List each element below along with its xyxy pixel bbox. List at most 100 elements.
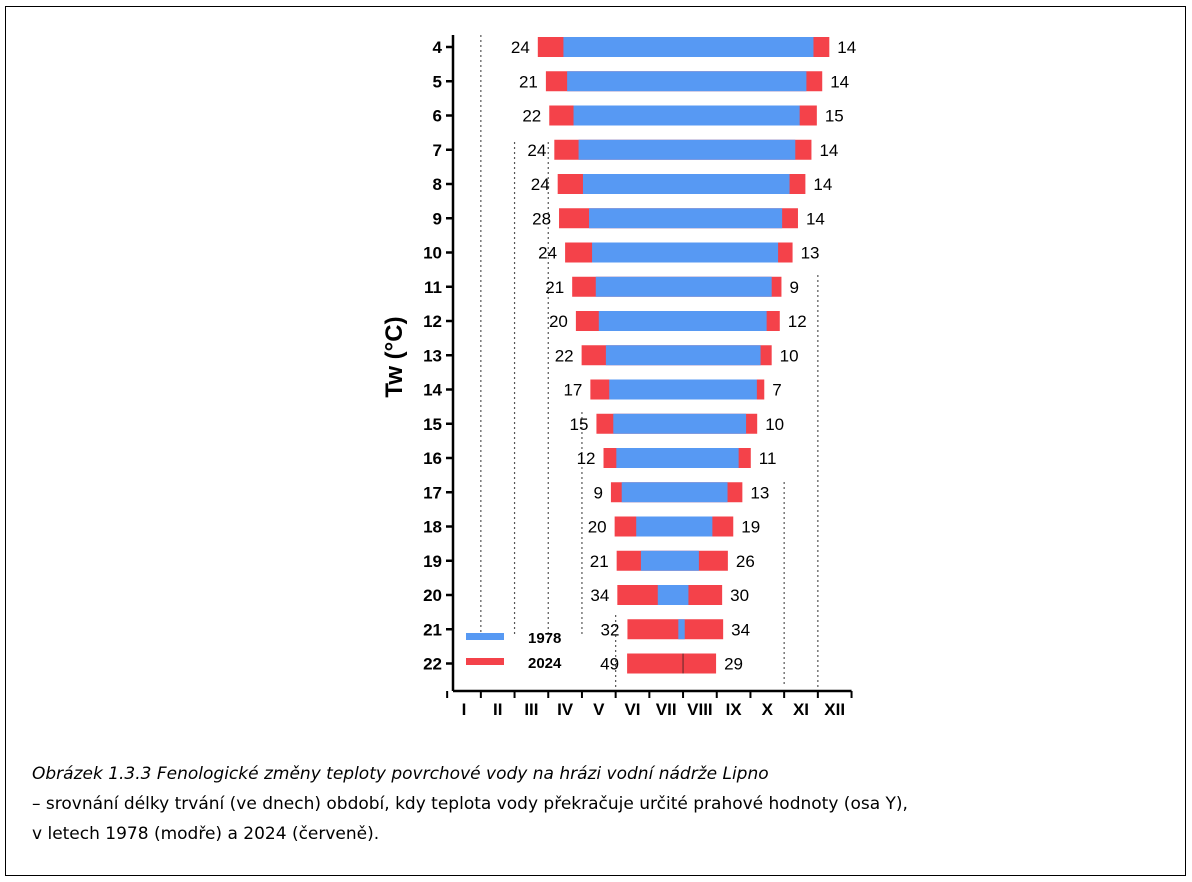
x-tick-label-VI: VI [624, 700, 640, 719]
y-tick-label-19: 19 [423, 552, 442, 571]
y-tick-label-15: 15 [423, 415, 442, 434]
legend-swatch-1978 [466, 633, 504, 640]
bar-1978-9 [589, 208, 783, 229]
label-before-5: 21 [519, 72, 538, 91]
y-tick-label-13: 13 [423, 346, 442, 365]
bar-1978-7 [578, 139, 796, 160]
x-axis: I II III IV V VI VII VIII IX X XI XII [446, 689, 853, 719]
bar-1978-4 [563, 37, 814, 57]
legend-label-2024: 2024 [528, 655, 562, 672]
y-tick-label-9: 9 [433, 209, 442, 228]
label-before-20: 34 [590, 586, 609, 605]
bar-1978-14 [609, 379, 757, 400]
x-tick-label-XII: XII [824, 700, 845, 719]
x-tick-label-XI: XI [793, 700, 809, 719]
label-after-18: 19 [741, 518, 760, 537]
bar-1978-8 [582, 174, 790, 194]
bar-1978-17 [621, 482, 728, 503]
bar-1978-16 [616, 448, 739, 468]
label-before-12: 20 [549, 312, 568, 331]
label-before-19: 21 [590, 552, 609, 571]
label-after-20: 30 [730, 586, 749, 605]
label-before-15: 15 [570, 415, 589, 434]
bar-1978-5 [567, 71, 807, 92]
label-after-6: 15 [825, 107, 844, 126]
label-after-19: 26 [736, 552, 755, 571]
y-tick-label-21: 21 [423, 620, 442, 639]
label-before-18: 20 [588, 518, 607, 537]
bar-1978-19 [640, 550, 699, 571]
x-tick-label-V: V [593, 700, 605, 719]
label-after-12: 12 [788, 312, 807, 331]
y-axis: 4 5 6 7 8 9 10 11 12 13 14 15 16 17 18 19 20 21 22 [423, 35, 455, 691]
label-after-22: 29 [724, 655, 743, 674]
caption-line-2: v letech 1978 (modře) a 2024 (červeně). [32, 824, 380, 844]
bar-1978-6 [573, 105, 800, 126]
label-before-14: 17 [563, 381, 582, 400]
month-grid [480, 35, 819, 687]
x-tick-label-X: X [762, 700, 774, 719]
y-tick-label-6: 6 [433, 107, 442, 126]
bar-1978-18 [636, 516, 713, 537]
label-after-4: 14 [837, 38, 856, 57]
y-tick-label-17: 17 [423, 483, 442, 502]
y-tick-label-5: 5 [433, 72, 442, 91]
label-before-11: 21 [545, 278, 564, 297]
bar-1978-21 [678, 619, 685, 640]
label-before-10: 24 [538, 244, 557, 263]
day-labels: 24 14 21 14 22 15 24 14 24 14 28 14 24 13 21 9 20 12 22 10 1… [511, 38, 856, 674]
y-tick-label-12: 12 [423, 312, 442, 331]
label-before-22: 49 [600, 655, 619, 674]
label-before-13: 22 [555, 346, 574, 365]
label-before-6: 22 [522, 107, 541, 126]
y-tick-label-7: 7 [433, 141, 442, 160]
x-tick-label-III: III [524, 700, 538, 719]
label-before-17: 9 [593, 483, 602, 502]
label-after-13: 10 [780, 346, 799, 365]
label-after-8: 14 [813, 175, 832, 194]
x-tick-label-IX: IX [726, 700, 743, 719]
label-before-16: 12 [577, 449, 596, 468]
label-before-9: 28 [532, 209, 551, 228]
label-after-7: 14 [819, 141, 838, 160]
bar-1978-15 [613, 413, 747, 434]
figure-frame: 24 14 21 14 22 15 24 14 24 14 28 14 24 13 21 9 20 12 22 10 1… [5, 6, 1186, 876]
x-tick-label-IV: IV [557, 700, 574, 719]
caption-line-1: – srovnání délky trvání (ve dnech) obdob… [32, 794, 908, 814]
legend-label-1978: 1978 [528, 630, 561, 647]
y-axis-title: Tw (°C) [381, 316, 408, 397]
caption-title: Obrázek 1.3.3 Fenologické změny teploty … [32, 764, 769, 784]
bar-1978-13 [605, 345, 761, 366]
legend-swatch-2024 [466, 658, 504, 665]
y-tick-label-18: 18 [423, 518, 442, 537]
label-after-9: 14 [806, 209, 825, 228]
y-tick-label-10: 10 [423, 244, 442, 263]
label-after-16: 11 [759, 449, 777, 468]
y-tick-label-22: 22 [423, 655, 442, 674]
x-tick-label-VIII: VIII [687, 700, 713, 719]
bar-1978-12 [598, 311, 767, 331]
label-after-15: 10 [765, 415, 784, 434]
chart: 24 14 21 14 22 15 24 14 24 14 28 14 24 13 21 9 20 12 22 10 1… [381, 35, 856, 719]
y-tick-label-11: 11 [424, 278, 442, 297]
label-after-10: 13 [801, 244, 820, 263]
label-before-8: 24 [531, 175, 550, 194]
label-after-21: 34 [731, 620, 750, 639]
label-before-7: 24 [527, 141, 546, 160]
y-tick-label-14: 14 [423, 381, 442, 400]
bars [537, 37, 830, 674]
figure-caption: Obrázek 1.3.3 Fenologické změny teploty … [32, 759, 1162, 849]
legend: 1978 2024 [466, 630, 562, 672]
y-tick-label-8: 8 [433, 175, 442, 194]
label-after-5: 14 [830, 72, 849, 91]
bar-1978-11 [595, 276, 772, 297]
label-after-11: 9 [789, 278, 798, 297]
x-tick-label-I: I [462, 700, 467, 719]
bar-2024-22 [627, 653, 717, 674]
x-tick-label-VII: VII [656, 700, 677, 719]
label-after-14: 7 [772, 381, 781, 400]
bar-1978-10 [592, 242, 779, 263]
label-after-17: 13 [750, 483, 769, 502]
bar-2024-21 [627, 619, 724, 640]
bar-1978-20 [657, 585, 689, 605]
